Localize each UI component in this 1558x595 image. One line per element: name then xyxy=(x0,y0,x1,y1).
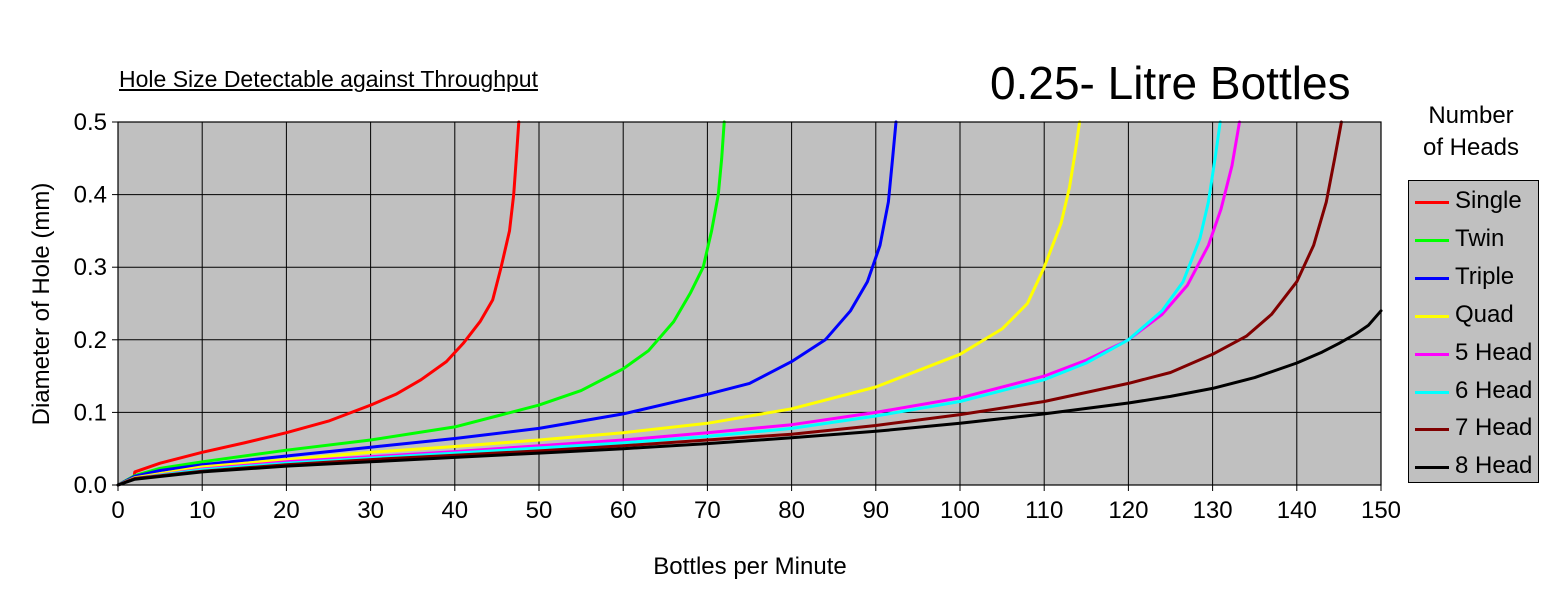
series-line-8-head xyxy=(116,309,1383,487)
legend-label: Triple xyxy=(1455,262,1515,290)
y-tick-label: 0.2 xyxy=(74,327,107,354)
legend-item: Triple xyxy=(1409,259,1540,297)
legend-item: 5 Head xyxy=(1409,335,1540,373)
legend-item: Twin xyxy=(1409,221,1540,259)
legend: Single Twin Triple Quad 5 Head 6 Head 7 Head 8 … xyxy=(1408,180,1539,483)
chart-title: 0.25- Litre Bottles xyxy=(990,57,1351,109)
legend-title-line-1: Number xyxy=(1428,102,1514,129)
legend-swatch xyxy=(1415,466,1449,470)
x-tick-label: 90 xyxy=(862,497,889,524)
chart-subtitle: Hole Size Detectable against Throughput xyxy=(119,66,538,92)
series-line-triple xyxy=(116,120,898,487)
legend-swatch xyxy=(1415,238,1449,242)
x-tick-label: 130 xyxy=(1193,497,1233,524)
legend-swatch xyxy=(1415,201,1449,204)
legend-label: Single xyxy=(1455,187,1522,214)
x-tick-label: 50 xyxy=(526,497,553,524)
y-tick-label: 0.4 xyxy=(74,182,107,209)
legend-label: 7 Head xyxy=(1455,414,1533,442)
legend-swatch xyxy=(1415,390,1449,394)
legend-swatch xyxy=(1415,428,1449,432)
x-axis-label: Bottles per Minute xyxy=(653,553,847,580)
legend-label: Quad xyxy=(1455,300,1514,328)
x-tick-label: 60 xyxy=(610,497,637,524)
legend-label: 8 Head xyxy=(1455,452,1533,480)
series-line-twin xyxy=(116,120,726,487)
legend-item: Quad xyxy=(1409,297,1540,335)
x-tick-label: 100 xyxy=(940,497,980,524)
x-tick-label: 0 xyxy=(111,497,124,524)
y-tick-label: 0.5 xyxy=(74,109,107,136)
y-tick-label: 0.0 xyxy=(74,472,107,499)
x-tick-label: 150 xyxy=(1361,497,1401,524)
legend-item: 7 Head xyxy=(1409,410,1540,448)
y-tick-label: 0.3 xyxy=(74,254,107,281)
legend-swatch xyxy=(1415,314,1449,318)
series-line-quad xyxy=(116,120,1082,487)
plot-frame xyxy=(117,121,1382,486)
legend-label: 6 Head xyxy=(1455,376,1533,404)
x-tick-label: 80 xyxy=(778,497,805,524)
legend-title: Number of Heads xyxy=(1408,100,1534,164)
legend-label: 5 Head xyxy=(1455,338,1533,366)
series-line-7-head xyxy=(116,120,1343,487)
legend-item: 8 Head xyxy=(1409,448,1540,486)
legend-item: 6 Head xyxy=(1409,373,1540,411)
x-tick-label: 10 xyxy=(189,497,216,524)
x-tick-label: 110 xyxy=(1025,497,1063,524)
x-tick-label: 140 xyxy=(1277,497,1317,524)
legend-label: Twin xyxy=(1455,224,1505,252)
x-tick-label: 20 xyxy=(273,497,300,524)
legend-swatch xyxy=(1415,352,1449,356)
x-tick-label: 40 xyxy=(441,497,468,524)
legend-item: Single xyxy=(1409,183,1540,221)
x-tick-label: 30 xyxy=(357,497,384,524)
y-axis-label: Diameter of Hole (mm) xyxy=(28,182,55,426)
x-tick-label: 120 xyxy=(1108,497,1148,524)
series-line-single xyxy=(116,120,521,487)
legend-swatch xyxy=(1415,276,1449,280)
legend-title-line-2: of Heads xyxy=(1422,134,1520,161)
y-tick-label: 0.1 xyxy=(74,399,107,426)
x-tick-label: 70 xyxy=(694,497,721,524)
plot-area xyxy=(118,122,1381,485)
